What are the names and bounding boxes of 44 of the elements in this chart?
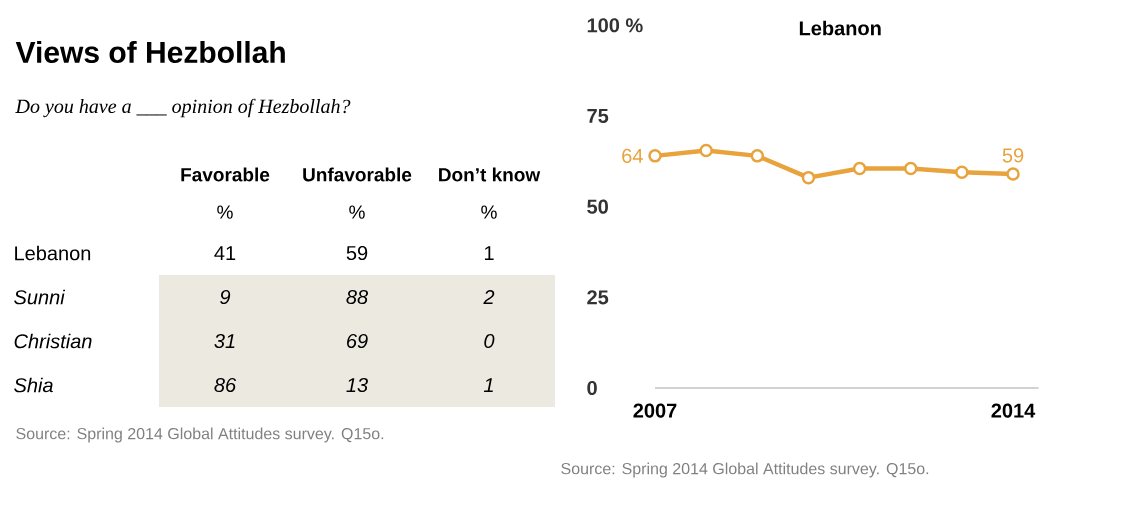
y-tick-label: Lebanon — [15, 245, 91, 261]
y-tick-label: 0 — [587, 380, 597, 396]
y-tick-label: 25 — [587, 290, 609, 305]
text: % — [217, 205, 233, 219]
point — [852, 161, 867, 176]
y-tick-label: Christian — [14, 333, 92, 349]
data-label: 41 — [214, 246, 236, 260]
data-label: 59 — [346, 245, 368, 261]
data-label: 88 — [346, 289, 369, 305]
y-tick-label: 100 % — [587, 18, 643, 33]
data-label: 13 — [346, 377, 368, 393]
data-label: 86 — [214, 377, 237, 393]
data-label: 1 — [483, 378, 493, 392]
x-tick-label: 2014 — [991, 403, 1036, 418]
source-note: Source: Spring 2014 Global Attitudes survey. Q15o. — [16, 427, 384, 443]
data-label: 9 — [220, 289, 231, 305]
text: % — [349, 205, 365, 219]
chart-title: Lebanon — [799, 20, 881, 36]
data-label: 59 — [1002, 148, 1024, 163]
y-tick-label: 75 — [587, 109, 609, 123]
y-tick-label: Shia — [14, 377, 53, 393]
source-note: Source: Spring 2014 Global Attitudes survey. Q15o. — [561, 462, 929, 478]
chart-subtitle: Do you have a ___ opinion of Hezbollah? — [15, 98, 351, 118]
data-label: 1 — [484, 246, 494, 260]
point — [750, 149, 765, 163]
point — [903, 161, 918, 176]
x-tick-label: Don’t know — [439, 167, 541, 182]
data-label: 69 — [347, 333, 368, 349]
data-label: 31 — [214, 333, 235, 349]
data-label: 0 — [484, 333, 495, 349]
data-label: 2 — [483, 290, 495, 304]
point — [648, 149, 662, 163]
y-tick-label: Sunni — [14, 289, 66, 305]
x-tick-label: Unfavorable — [303, 167, 412, 182]
text: % — [481, 205, 497, 219]
point — [699, 143, 713, 158]
data-label: 64 — [622, 148, 643, 163]
y-tick-label: 50 — [587, 199, 608, 214]
point — [801, 170, 816, 185]
x-tick-label: Favorable — [181, 167, 270, 182]
point — [1006, 167, 1020, 181]
chart-title: Views of Hezbollah — [15, 40, 285, 64]
point — [955, 165, 969, 179]
x-tick-label: 2007 — [633, 403, 677, 418]
